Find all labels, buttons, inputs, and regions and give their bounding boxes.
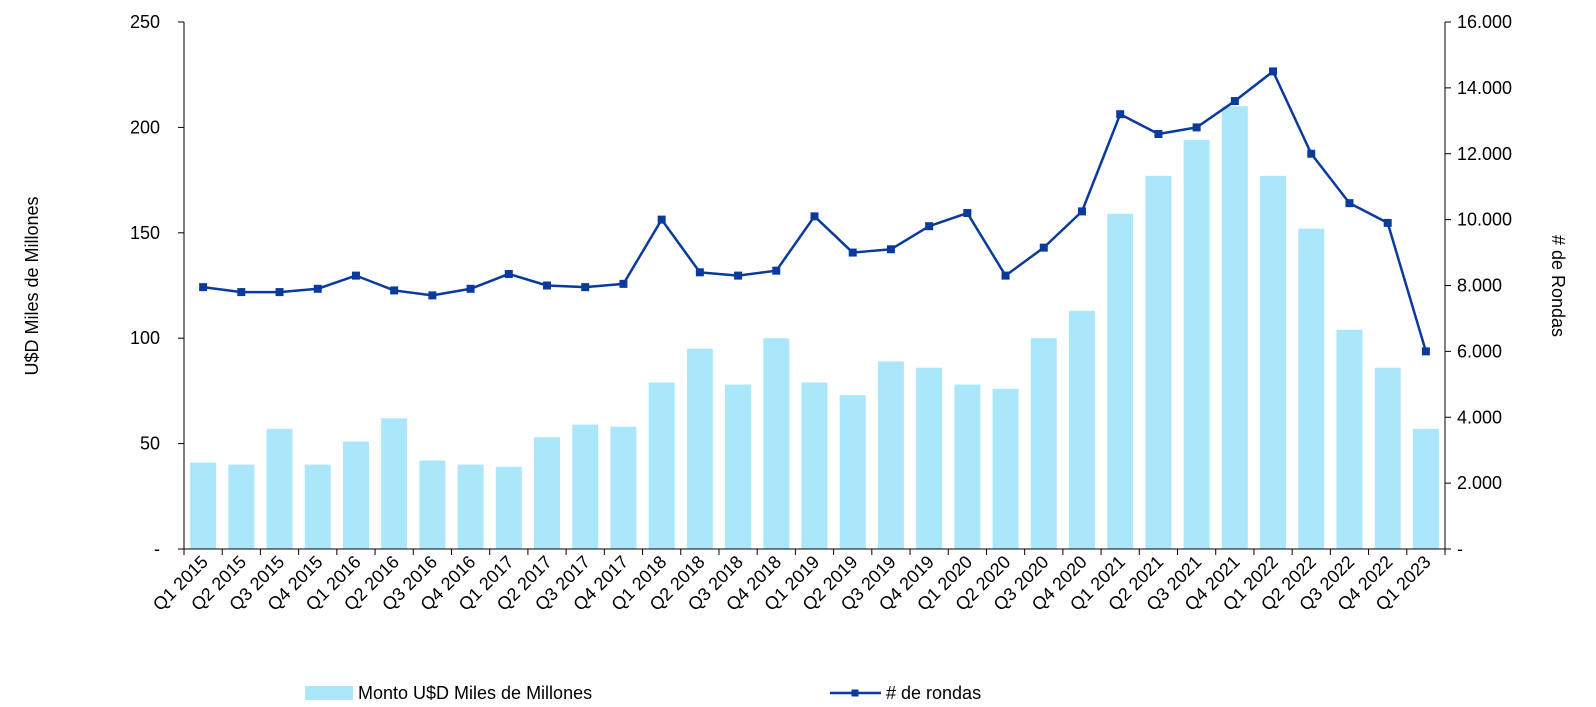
bar-series (190, 106, 1439, 550)
left-tick-label: 100 (130, 328, 160, 348)
rondas-marker-q1-2018 (657, 215, 666, 224)
bar-q4-2019 (916, 367, 943, 549)
bar-q2-2021 (1145, 175, 1172, 549)
rondas-marker-q4-2017 (619, 279, 628, 288)
bar-q2-2016 (381, 418, 408, 549)
axes (178, 21, 1451, 555)
bar-q3-2022 (1336, 329, 1363, 549)
bar-q4-2018 (763, 338, 790, 549)
bar-q4-2022 (1374, 367, 1401, 549)
right-tick-label: 4.000 (1457, 407, 1502, 427)
rondas-marker-q3-2017 (581, 283, 590, 292)
bar-q4-2015 (304, 464, 331, 549)
right-tick-label: - (1457, 539, 1463, 559)
rondas-marker-q1-2016 (351, 271, 360, 280)
right-tick-label: 8.000 (1457, 276, 1502, 296)
bar-q2-2018 (686, 348, 713, 549)
rondas-marker-q3-2021 (1192, 123, 1201, 132)
rondas-marker-q4-2018 (772, 266, 781, 275)
left-axis-title: U$D Miles de Millones (22, 196, 42, 375)
bar-q1-2016 (342, 441, 369, 549)
bar-q4-2017 (610, 426, 637, 549)
right-axis-title: # de Rondas (1548, 235, 1568, 337)
bar-q1-2018 (648, 382, 675, 549)
left-tick-label: 50 (140, 434, 160, 454)
rondas-marker-q4-2016 (466, 284, 475, 293)
right-tick-label: 16.000 (1457, 12, 1512, 32)
rondas-marker-q3-2022 (1345, 199, 1354, 208)
bar-q3-2015 (266, 428, 293, 549)
bar-q4-2016 (457, 464, 484, 549)
legend-line-marker (851, 689, 859, 697)
rondas-marker-q1-2022 (1269, 67, 1278, 76)
left-tick-label: 200 (130, 117, 160, 137)
bar-q1-2019 (801, 382, 828, 549)
bar-q2-2019 (839, 395, 866, 549)
right-tick-label: 14.000 (1457, 78, 1512, 98)
bar-q3-2018 (725, 384, 752, 549)
rondas-marker-q3-2018 (734, 271, 743, 280)
rondas-marker-q1-2023 (1421, 347, 1430, 356)
right-tick-label: 12.000 (1457, 144, 1512, 164)
bar-q4-2020 (1068, 310, 1095, 549)
rondas-marker-q4-2020 (1077, 207, 1086, 216)
line-series (199, 67, 1430, 356)
rondas-marker-q2-2016 (390, 286, 399, 295)
rondas-marker-q4-2019 (925, 222, 934, 231)
rondas-marker-q1-2020 (963, 209, 972, 218)
rondas-marker-q3-2015 (275, 288, 284, 297)
rondas-marker-q4-2015 (313, 284, 322, 293)
bar-q1-2017 (495, 466, 522, 549)
left-tick-label: 150 (130, 223, 160, 243)
bar-q2-2015 (228, 464, 255, 549)
rondas-marker-q2-2017 (543, 281, 552, 290)
bar-q2-2022 (1298, 228, 1325, 550)
right-tick-label: 6.000 (1457, 341, 1502, 361)
bar-q3-2019 (877, 361, 904, 549)
bar-q1-2022 (1260, 175, 1287, 549)
bar-q2-2020 (992, 388, 1019, 549)
rondas-marker-q1-2017 (504, 269, 513, 278)
rondas-marker-q2-2021 (1154, 129, 1163, 138)
right-tick-label: 10.000 (1457, 210, 1512, 230)
bar-q1-2015 (190, 462, 217, 549)
bar-q3-2017 (572, 424, 599, 549)
rondas-marker-q2-2020 (1001, 271, 1010, 280)
rondas-marker-q4-2021 (1230, 97, 1239, 106)
left-tick-label: - (154, 539, 160, 559)
legend: Monto U$D Miles de Millones # de rondas (305, 683, 981, 703)
rondas-marker-q3-2019 (886, 245, 895, 254)
left-tick-label: 250 (130, 12, 160, 32)
bar-q3-2020 (1030, 338, 1057, 549)
rondas-marker-q2-2019 (848, 248, 857, 257)
right-tick-label: 2.000 (1457, 473, 1502, 493)
rondas-marker-q1-2015 (199, 283, 208, 292)
bar-q1-2021 (1107, 213, 1134, 549)
legend-bar-label: Monto U$D Miles de Millones (358, 683, 592, 703)
bar-q4-2021 (1221, 106, 1248, 549)
legend-line-label: # de rondas (886, 683, 981, 703)
rondas-marker-q2-2022 (1307, 149, 1316, 158)
rondas-marker-q4-2022 (1383, 218, 1392, 227)
legend-bar-swatch (305, 686, 353, 700)
rondas-marker-q2-2018 (695, 268, 704, 277)
rondas-marker-q1-2019 (810, 212, 819, 221)
bar-q1-2023 (1412, 428, 1439, 549)
rondas-marker-q2-2015 (237, 288, 246, 297)
bar-q1-2020 (954, 384, 981, 549)
bar-q3-2016 (419, 460, 446, 549)
rondas-marker-q1-2021 (1116, 110, 1125, 119)
bar-q2-2017 (534, 437, 561, 549)
rondas-marker-q3-2016 (428, 291, 437, 300)
bar-q3-2021 (1183, 140, 1210, 549)
rondas-marker-q3-2020 (1039, 243, 1048, 252)
